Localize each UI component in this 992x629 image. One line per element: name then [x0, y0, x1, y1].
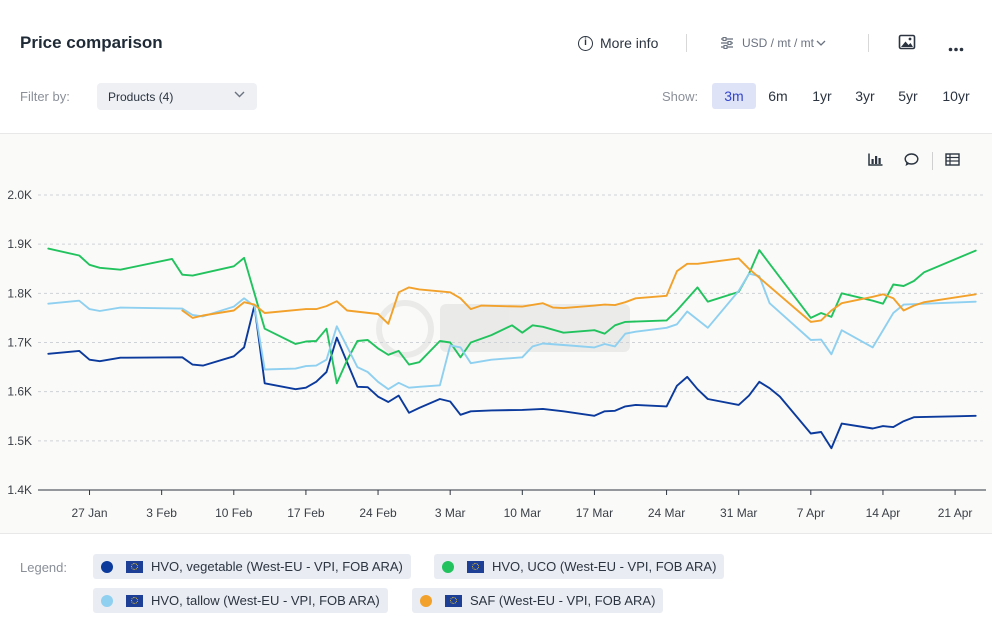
y-tick-label: 2.0K [7, 188, 32, 202]
eu-flag-icon [467, 560, 484, 573]
legend-item-hvo-tallow[interactable]: HVO, tallow (West-EU - VPI, FOB ARA) [93, 588, 388, 613]
x-tick-label: 31 Mar [720, 506, 757, 520]
x-tick-label: 17 Feb [287, 506, 325, 520]
series-line-1[interactable] [47, 247, 977, 385]
range-1yr-button[interactable]: 1yr [812, 88, 832, 104]
more-info-button[interactable]: i More info [578, 33, 658, 53]
x-tick-label: 24 Feb [359, 506, 397, 520]
x-tick-label: 17 Mar [576, 506, 613, 520]
toolbar-divider [932, 152, 933, 170]
eu-flag-icon [126, 560, 143, 573]
y-tick-label: 1.8K [7, 286, 32, 300]
chart-area: 1.4K 1.5K 1.6K 1.7K 1.8K 1.9K 2.0K 27 Jan 3 Feb… [0, 134, 992, 534]
legend-label: Legend: [20, 560, 67, 575]
series-color-dot [101, 594, 113, 607]
range-6m-button[interactable]: 6m [768, 88, 788, 104]
legend-item-hvo-uco[interactable]: HVO, UCO (West-EU - VPI, FOB ARA) [434, 554, 725, 579]
more-info-label: More info [600, 35, 659, 51]
y-tick-label: 1.5K [7, 434, 32, 448]
x-tick-label: 27 Jan [72, 506, 108, 520]
chevron-down-icon [816, 40, 826, 46]
more-options-button[interactable] [948, 39, 964, 57]
bar-chart-icon [868, 153, 883, 166]
x-tick-label: 7 Apr [797, 506, 825, 520]
header-divider [686, 34, 687, 52]
download-image-button[interactable] [898, 34, 916, 55]
products-filter-value: Products (4) [108, 89, 174, 104]
range-5yr-button[interactable]: 5yr [898, 88, 918, 104]
show-label: Show: [662, 89, 699, 104]
legend-item-label: HVO, UCO (West-EU - VPI, FOB ARA) [492, 559, 717, 574]
eu-flag-icon [445, 594, 462, 607]
more-horizontal-icon [948, 47, 964, 52]
legend-item-hvo-vegetable[interactable]: HVO, vegetable (West-EU - VPI, FOB ARA) [93, 554, 411, 579]
watermark-logo [376, 300, 630, 358]
x-tick-label: 10 Feb [215, 506, 253, 520]
series-color-dot [420, 594, 432, 607]
image-icon [898, 34, 916, 50]
chart-type-button[interactable] [868, 153, 883, 171]
x-tick-label: 3 Mar [435, 506, 466, 520]
comments-button[interactable] [904, 153, 919, 172]
unit-selector[interactable]: USD / mt / mt [720, 34, 826, 52]
legend-item-label: SAF (West-EU - VPI, FOB ARA) [470, 593, 656, 608]
chevron-down-icon [234, 91, 245, 98]
unit-label: USD / mt / mt [742, 36, 814, 50]
legend-item-label: HVO, vegetable (West-EU - VPI, FOB ARA) [151, 559, 403, 574]
range-3m-button[interactable]: 3m [712, 83, 756, 109]
legend-item-saf[interactable]: SAF (West-EU - VPI, FOB ARA) [412, 588, 664, 613]
series-line-2[interactable] [47, 272, 977, 391]
series-color-dot [101, 560, 113, 573]
x-tick-label: 21 Apr [938, 506, 973, 520]
legend: Legend: HVO, vegetable (West-EU - VPI, F… [0, 535, 992, 629]
x-tick-label: 14 Apr [866, 506, 901, 520]
chart-header: Price comparison i More info USD / mt / … [0, 0, 992, 134]
y-tick-label: 1.7K [7, 336, 32, 350]
series-line-3[interactable] [181, 257, 977, 325]
series-line-0[interactable] [47, 304, 977, 450]
series-color-dot [442, 560, 454, 573]
comment-icon [904, 153, 919, 166]
header-divider [868, 34, 869, 52]
price-line-chart: 1.4K 1.5K 1.6K 1.7K 1.8K 1.9K 2.0K 27 Jan 3 Feb… [7, 188, 986, 520]
x-tick-label: 10 Mar [504, 506, 541, 520]
y-tick-label: 1.9K [7, 237, 32, 251]
sliders-icon [721, 37, 733, 49]
y-tick-label: 1.6K [7, 385, 32, 399]
table-view-button[interactable] [945, 153, 960, 171]
legend-item-label: HVO, tallow (West-EU - VPI, FOB ARA) [151, 593, 380, 608]
x-tick-label: 3 Feb [146, 506, 177, 520]
info-icon: i [578, 35, 593, 51]
filter-label: Filter by: [20, 89, 70, 104]
eu-flag-icon [126, 594, 143, 607]
range-3yr-button[interactable]: 3yr [855, 88, 875, 104]
products-filter-select[interactable]: Products (4) [97, 83, 257, 110]
range-10yr-button[interactable]: 10yr [942, 88, 970, 104]
table-icon [945, 153, 960, 166]
page-title: Price comparison [20, 33, 163, 52]
x-tick-label: 24 Mar [648, 506, 685, 520]
y-tick-label: 1.4K [7, 483, 32, 497]
